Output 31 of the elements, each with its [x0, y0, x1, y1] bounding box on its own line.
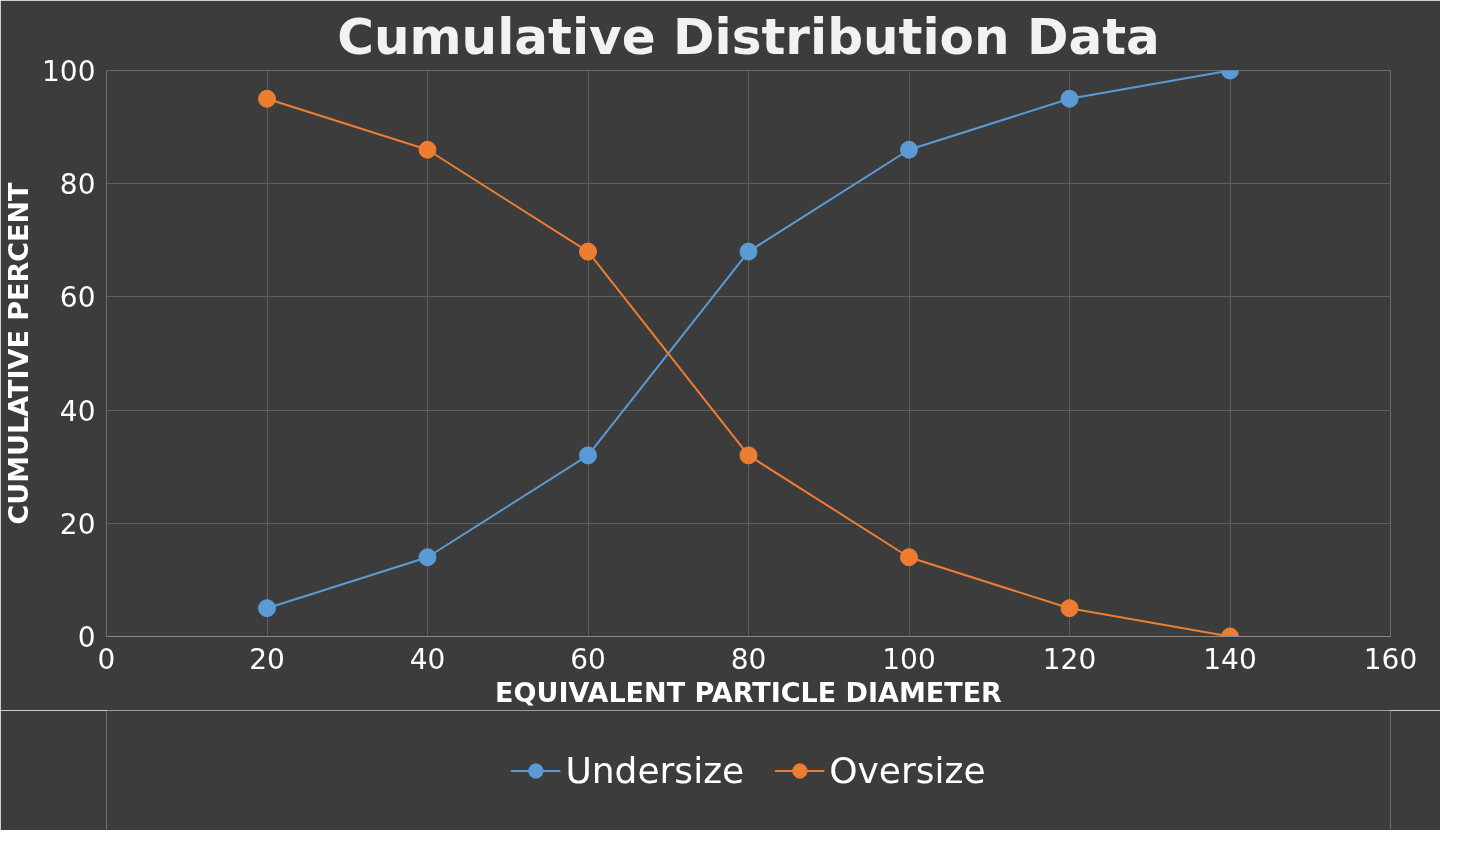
y-tick-label: 100 — [42, 55, 96, 88]
x-tick-label: 40 — [409, 642, 446, 676]
point — [418, 140, 437, 159]
chart-title: Cumulative Distribution Data — [337, 7, 1160, 66]
x-axis-title: EQUIVALENT PARTICLE DIAMETER — [495, 676, 1003, 708]
y-axis-title: CUMULATIVE PERCENT — [3, 181, 35, 525]
point — [258, 89, 276, 108]
x-tick-label: 140 — [1203, 642, 1257, 676]
x-tick-label: 120 — [1042, 642, 1097, 676]
y-tick-label: 20 — [59, 507, 96, 541]
point — [900, 140, 918, 159]
point — [579, 242, 597, 261]
point — [739, 242, 758, 261]
point — [900, 548, 918, 567]
point — [1060, 599, 1079, 618]
point — [579, 446, 597, 465]
point — [739, 446, 758, 465]
y-tick-label: 40 — [59, 394, 96, 428]
legend-label: Oversize — [829, 749, 986, 791]
point — [418, 548, 437, 567]
point — [1060, 89, 1079, 108]
point — [258, 599, 276, 618]
y-tick-label: 0 — [77, 621, 96, 654]
x-tick-label: 60 — [570, 642, 606, 676]
x-tick-label: 160 — [1363, 642, 1418, 676]
y-tick-label: 80 — [59, 168, 96, 202]
x-tick-label: 80 — [730, 642, 767, 676]
legend-label: Undersize — [565, 749, 745, 791]
x-tick-label: 20 — [249, 642, 285, 676]
x-tick-label: 100 — [882, 642, 936, 676]
y-tick-label: 60 — [59, 281, 96, 315]
